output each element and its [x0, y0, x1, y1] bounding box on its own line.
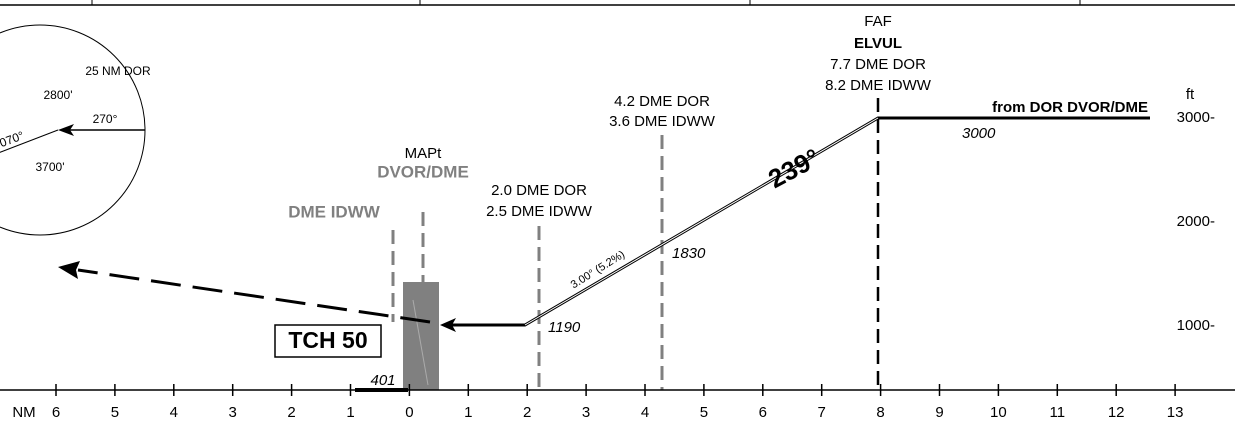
course-label: 239° [763, 142, 825, 194]
distance-label: 4 [170, 404, 178, 421]
arrowhead [58, 261, 80, 279]
distance-label: 12 [1108, 404, 1125, 421]
distance-label: 5 [700, 404, 708, 421]
fix-label: FAF [864, 13, 892, 30]
distance-label: 1 [346, 404, 354, 421]
fix-dme: 7.7 DME DOR [830, 56, 926, 73]
distance-label: 1 [464, 404, 472, 421]
alt-label: 2000- [1177, 213, 1215, 230]
distance-label: 2 [287, 404, 295, 421]
arrowhead [440, 318, 456, 332]
distance-label: 9 [935, 404, 943, 421]
fix-dme: 8.2 DME IDWW [825, 77, 932, 94]
tch-box [274, 324, 382, 358]
distance-unit: NM [12, 404, 35, 421]
arrowhead [58, 124, 74, 136]
fix-alt: 1190 [548, 319, 581, 336]
missed-approach [77, 268, 431, 324]
threshold-elev: 401 [370, 372, 395, 389]
distance-label: 10 [990, 404, 1007, 421]
fix-name: DVOR/DME [377, 162, 469, 181]
distance-label: 11 [1050, 404, 1066, 421]
distance-label: 6 [52, 404, 60, 421]
compass-course: 270° [93, 112, 118, 126]
from-label: from DOR DVOR/DME [992, 99, 1148, 116]
distance-label: 3 [229, 404, 237, 421]
distance-label: 8 [876, 404, 884, 421]
fix-name: DME IDWW [288, 202, 381, 221]
path-highlight [524, 117, 879, 326]
fix-dme: 2.5 DME IDWW [486, 203, 593, 220]
alt-label: 1000- [1177, 317, 1215, 334]
alt-unit: ft [1186, 86, 1195, 103]
fix-name: ELVUL [854, 35, 902, 52]
distance-label: 4 [641, 404, 649, 421]
distance-label: 13 [1167, 404, 1184, 421]
msa-divider [0, 129, 59, 153]
compass-alt: 2800' [44, 88, 73, 102]
fix-dme: 3.6 DME IDWW [609, 113, 716, 130]
alt-label: 3000- [1177, 109, 1215, 126]
compass-alt: 3700' [36, 160, 65, 174]
distance-label: 2 [523, 404, 531, 421]
distance-label: 6 [759, 404, 767, 421]
runway-block [403, 282, 439, 390]
distance-label: 7 [818, 404, 826, 421]
compass-radius: 25 NM DOR [85, 64, 151, 78]
tch-label: TCH 50 [288, 327, 367, 353]
fix-label: MAPt [405, 145, 443, 162]
fix-alt: 1830 [672, 245, 706, 262]
distance-label: 5 [111, 404, 119, 421]
fix-dme: 2.0 DME DOR [491, 182, 587, 199]
distance-label: 3 [582, 404, 590, 421]
distance-label: 0 [405, 404, 413, 421]
runway-diagonal [412, 299, 429, 386]
fix-dme: 4.2 DME DOR [614, 93, 710, 110]
initial-alt: 3000 [962, 125, 996, 142]
